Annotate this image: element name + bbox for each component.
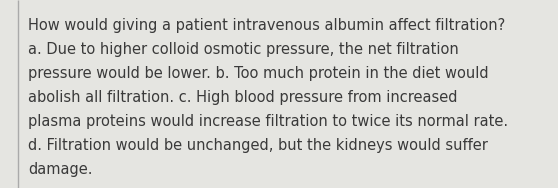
Text: plasma proteins would increase filtration to twice its normal rate.: plasma proteins would increase filtratio… [28, 114, 508, 129]
Text: a. Due to higher colloid osmotic pressure, the net filtration: a. Due to higher colloid osmotic pressur… [28, 42, 459, 57]
Text: d. Filtration would be unchanged, but the kidneys would suffer: d. Filtration would be unchanged, but th… [28, 138, 488, 153]
Text: pressure would be lower. b. Too much protein in the diet would: pressure would be lower. b. Too much pro… [28, 66, 489, 81]
Text: How would giving a patient intravenous albumin affect filtration?: How would giving a patient intravenous a… [28, 18, 505, 33]
Text: damage.: damage. [28, 162, 93, 177]
Text: abolish all filtration. c. High blood pressure from increased: abolish all filtration. c. High blood pr… [28, 90, 458, 105]
